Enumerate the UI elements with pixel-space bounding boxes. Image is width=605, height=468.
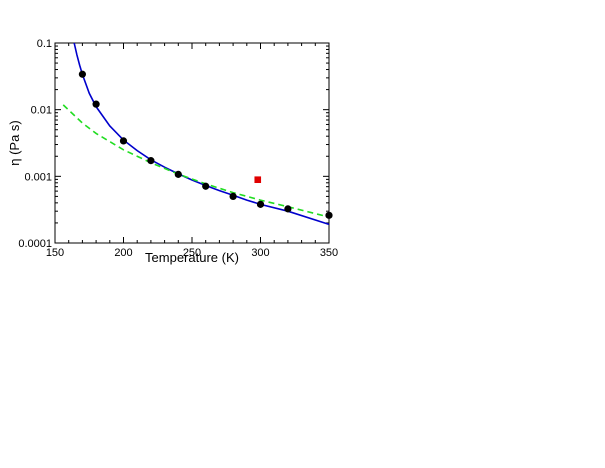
fit-lines (62, 42, 330, 226)
axis-tick-labels: 150 200 250 300 350 0.0001 0.001 0.01 0.1 (18, 38, 338, 259)
y-tick-label: 0.0001 (18, 238, 52, 250)
x-tick-label: 300 (251, 247, 269, 259)
data-point (202, 182, 210, 190)
x-tick-label: 350 (320, 247, 338, 259)
x-axis-title: Temperature (K) (145, 250, 239, 265)
data-point (325, 211, 333, 219)
x-tick-label: 150 (46, 247, 64, 259)
dashed-fit-line (62, 104, 330, 218)
x-tick-label: 200 (114, 247, 132, 259)
y-tick-label: 0.001 (24, 171, 52, 183)
plot-frame (54, 42, 330, 244)
data-point (256, 200, 265, 208)
axis-ticks (54, 43, 330, 244)
y-axis-title: η (Pa s) (7, 120, 22, 166)
data-point (78, 70, 86, 78)
data-point (147, 157, 155, 165)
data-point (174, 170, 182, 178)
highlight-point (254, 176, 262, 184)
data-markers (78, 70, 333, 219)
y-tick-label: 0.1 (37, 38, 52, 50)
data-point (229, 192, 237, 201)
x-tick-label: 250 (183, 247, 201, 259)
solid-fit-line (73, 42, 330, 226)
data-point (284, 205, 292, 213)
data-point (92, 100, 100, 108)
y-tick-label: 0.01 (31, 105, 52, 117)
data-point (119, 137, 128, 145)
